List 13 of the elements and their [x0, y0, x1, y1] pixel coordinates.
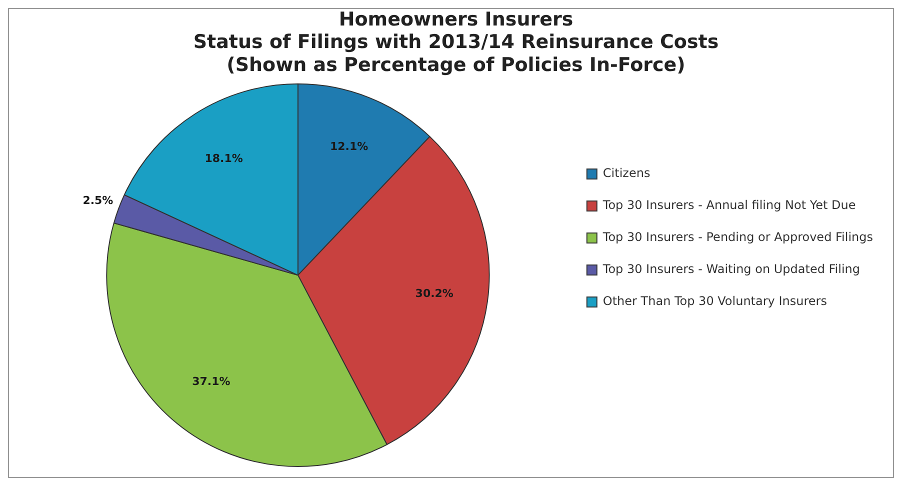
data-label: 18.1% [204, 152, 243, 165]
data-label: 12.1% [330, 140, 368, 154]
text: Status of Filings with 2013/14 Reinsurance Costs [193, 31, 719, 54]
legend-label: Citizens [602, 166, 650, 180]
text: Homeowners Insurers [338, 8, 574, 30]
data-label: 2.5% [82, 194, 114, 207]
legend-label: Top 30 Insurers - Pending or Approved Filings [602, 230, 874, 244]
data-label: 37.1% [192, 375, 230, 388]
legend-label: Top 30 Insurers - Annual filing Not Yet Due [602, 198, 856, 212]
legend-label: Top 30 Insurers - Waiting on Updated Filing [602, 262, 860, 276]
data-label: 30.2% [415, 287, 454, 300]
legend-label: Other Than Top 30 Voluntary Insurers [602, 294, 827, 308]
text: (Shown as Percentage of Policies In-Force) [226, 54, 686, 76]
